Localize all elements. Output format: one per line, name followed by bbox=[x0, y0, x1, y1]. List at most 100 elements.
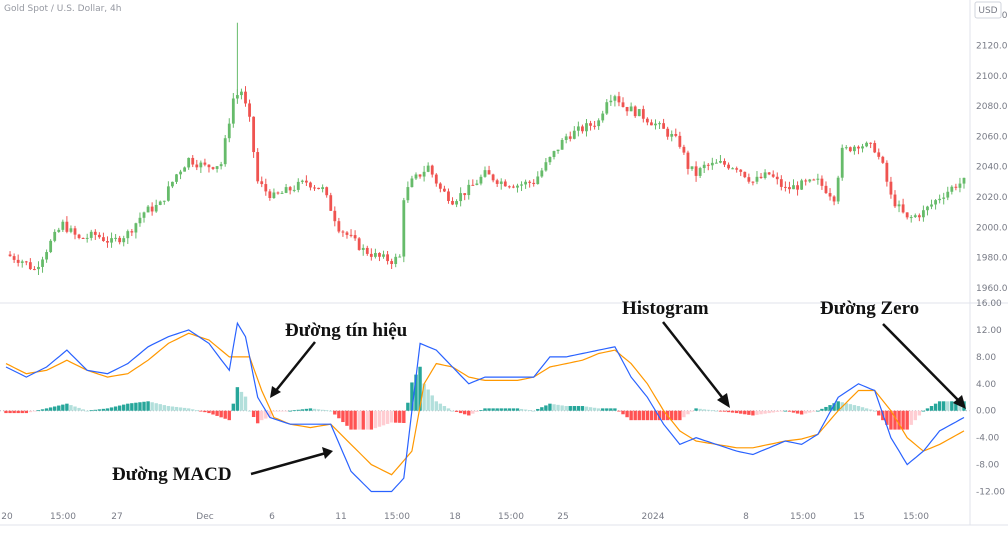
macd-tick-label: 8.00 bbox=[976, 353, 996, 363]
candle-body bbox=[321, 187, 325, 190]
candle-body bbox=[337, 221, 341, 232]
histogram-bar bbox=[288, 410, 292, 412]
histogram-bar bbox=[795, 410, 800, 414]
histogram-bar bbox=[113, 406, 118, 411]
histogram-bar bbox=[199, 410, 203, 412]
candle-body bbox=[694, 166, 698, 176]
macd-axis-ticks: -12.00 -8.00 -4.00 0.00 4.00 8.00 12.00 16.00 bbox=[976, 299, 1005, 498]
macd-tick-label: 16.00 bbox=[976, 299, 1002, 309]
histogram-bar bbox=[231, 403, 236, 411]
candle-body bbox=[406, 187, 410, 201]
candle-body bbox=[244, 91, 247, 104]
candle-body bbox=[804, 180, 808, 182]
candle-body bbox=[45, 252, 48, 260]
candle-body bbox=[528, 181, 532, 183]
candle-body bbox=[33, 269, 36, 271]
candle-body bbox=[767, 172, 771, 175]
histogram-bar bbox=[495, 408, 499, 411]
chart-title: Gold Spot / U.S. Dollar, 4h bbox=[4, 4, 121, 14]
macd-line bbox=[5, 321, 965, 493]
histogram-bar bbox=[122, 404, 126, 411]
histogram-bar bbox=[345, 410, 349, 426]
candle-body bbox=[516, 185, 519, 188]
histogram-bar bbox=[219, 410, 223, 418]
candle-body bbox=[418, 174, 422, 177]
histogram-bar bbox=[564, 406, 568, 411]
candle-body bbox=[650, 122, 653, 126]
candle-body bbox=[857, 146, 860, 149]
time-tick-label: 11 bbox=[335, 512, 346, 522]
candle-body bbox=[325, 187, 329, 196]
candle-body bbox=[479, 176, 483, 184]
histogram-bar bbox=[872, 410, 877, 412]
histogram-bar bbox=[584, 406, 589, 411]
histogram-bar bbox=[540, 407, 544, 411]
histogram-bar bbox=[69, 405, 73, 411]
histogram-bar bbox=[4, 410, 8, 414]
price-tick-label: 1980.00 bbox=[976, 254, 1008, 264]
histogram-bar bbox=[803, 410, 808, 414]
candle-body bbox=[292, 189, 296, 191]
candle-body bbox=[102, 237, 105, 242]
histogram-bar bbox=[361, 410, 365, 430]
histogram-bar bbox=[755, 410, 759, 415]
candle-body bbox=[134, 223, 138, 233]
candle-body bbox=[171, 181, 174, 187]
candle-body bbox=[678, 135, 682, 147]
candle-body bbox=[625, 106, 629, 112]
candle-body bbox=[61, 221, 65, 230]
histogram-bar bbox=[596, 408, 601, 411]
arrow-zero-line-head bbox=[953, 395, 966, 409]
candle-body bbox=[609, 100, 613, 103]
histogram-bar bbox=[511, 408, 516, 411]
histogram-bar bbox=[852, 405, 857, 411]
histogram-bar bbox=[150, 402, 154, 411]
histogram-bar bbox=[89, 410, 93, 412]
time-tick-label: 27 bbox=[111, 512, 122, 522]
histogram-bar bbox=[678, 410, 682, 421]
histogram-bar bbox=[207, 410, 211, 414]
time-tick-label: 15 bbox=[853, 512, 864, 522]
histogram-bar bbox=[434, 401, 438, 411]
histogram-bar bbox=[44, 408, 49, 411]
candle-body bbox=[483, 170, 487, 177]
histogram-bar bbox=[292, 410, 296, 412]
histogram-bar bbox=[369, 410, 374, 430]
arrow-histogram-head bbox=[717, 393, 730, 408]
candle-body bbox=[434, 174, 438, 184]
histogram-bar bbox=[483, 408, 487, 411]
histogram-bar bbox=[97, 409, 102, 411]
histogram-bar bbox=[377, 410, 382, 427]
histogram-bar bbox=[864, 408, 869, 411]
candle-body bbox=[865, 142, 868, 147]
candle-body bbox=[487, 170, 491, 175]
histogram-bar bbox=[617, 410, 621, 412]
candle-body bbox=[617, 96, 621, 103]
histogram-bar bbox=[24, 410, 28, 414]
candle-body bbox=[621, 102, 625, 107]
histogram-bar bbox=[609, 408, 613, 411]
histogram-bar bbox=[61, 404, 65, 411]
time-tick-label: 15:00 bbox=[50, 512, 76, 522]
candle-body bbox=[913, 215, 917, 218]
time-tick-label: 20 bbox=[1, 512, 13, 522]
histogram-bar bbox=[32, 410, 37, 412]
candle-body bbox=[751, 181, 755, 183]
histogram-bar bbox=[645, 410, 650, 421]
histogram-bar bbox=[53, 406, 57, 411]
currency-badge[interactable] bbox=[974, 1, 1002, 19]
annotation-macd-line: Đường MACD bbox=[112, 464, 232, 485]
histogram-bar bbox=[743, 410, 747, 415]
histogram-bar bbox=[816, 410, 820, 412]
candle-body bbox=[706, 164, 710, 166]
candle-body bbox=[81, 237, 85, 239]
histogram-bar bbox=[694, 408, 698, 411]
macd-histogram bbox=[4, 366, 966, 430]
candle-body bbox=[714, 162, 718, 164]
candle-body bbox=[41, 259, 44, 267]
candle-body bbox=[520, 184, 523, 186]
histogram-bar bbox=[337, 410, 341, 419]
histogram-bar bbox=[126, 403, 130, 411]
candle-body bbox=[873, 143, 877, 153]
candle-body bbox=[666, 128, 670, 137]
